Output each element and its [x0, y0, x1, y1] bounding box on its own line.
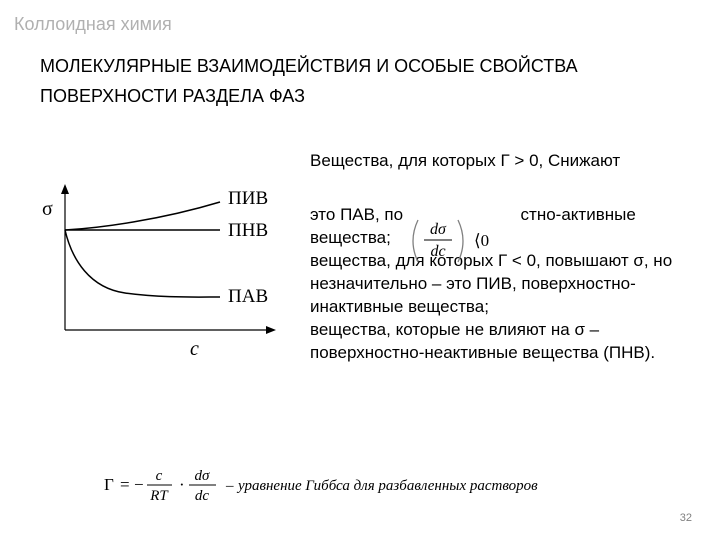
body-p2b: стно-активные — [521, 205, 636, 224]
x-axis-label: c — [190, 338, 199, 360]
eq-sym: = — [120, 475, 130, 494]
chart-svg: σ c ПИВ ПНВ ПАВ — [30, 180, 310, 360]
y-axis-label: σ — [42, 198, 53, 220]
dc-text: dc — [430, 243, 445, 260]
dsigma-text: dσ — [430, 221, 447, 238]
body-p1: Вещества, для которых Г > 0, Снижают — [310, 150, 690, 173]
body-p2a: это ПАВ, по — [310, 205, 403, 224]
body-p3: вещества; — [310, 227, 690, 250]
body-p4: вещества, для которых Г < 0, повышают σ,… — [310, 250, 690, 319]
dot-sym: · — [179, 475, 185, 494]
axes: σ c — [42, 184, 276, 360]
sigma-vs-c-chart: σ c ПИВ ПНВ ПАВ — [30, 180, 310, 360]
label-pnv: ПНВ — [228, 220, 268, 241]
heading-line-1: МОЛЕКУЛЯРНЫЕ ВЗАИМОДЕЙСТВИЯ И ОСОБЫЕ СВО… — [40, 56, 578, 77]
subject-label: Коллоидная химия — [14, 14, 172, 35]
label-pav: ПАВ — [228, 286, 268, 307]
curve-pav — [65, 230, 220, 297]
rt-sym: RT — [149, 488, 169, 504]
heading-line-2: ПОВЕРХНОСТИ РАЗДЕЛА ФАЗ — [40, 86, 305, 107]
gibbs-caption: уравнение Гиббса для разбавленных раство… — [236, 478, 538, 494]
page-number: 32 — [680, 512, 692, 524]
curve-piv — [65, 202, 220, 230]
dash-sym: – — [225, 478, 234, 494]
body-p5: вещества, которые не влияют на σ – повер… — [310, 319, 690, 365]
gibbs-equation: Г = − c RT · dσ dc – уравнение Гиббса дл… — [104, 466, 644, 506]
c-sym: c — [156, 468, 163, 484]
inline-fraction: dσ dc ⟨0 — [400, 214, 500, 268]
slide: Коллоидная химия МОЛЕКУЛЯРНЫЕ ВЗАИМОДЕЙС… — [0, 0, 720, 540]
dsigma2: dσ — [195, 468, 211, 484]
dc2: dc — [195, 488, 210, 504]
label-piv: ПИВ — [228, 188, 268, 209]
gamma-sym: Г — [104, 475, 114, 494]
neg-sym: − — [134, 475, 144, 494]
lt-zero: ⟨0 — [474, 231, 489, 250]
body-text: Вещества, для которых Г > 0, Снижают это… — [310, 150, 690, 372]
